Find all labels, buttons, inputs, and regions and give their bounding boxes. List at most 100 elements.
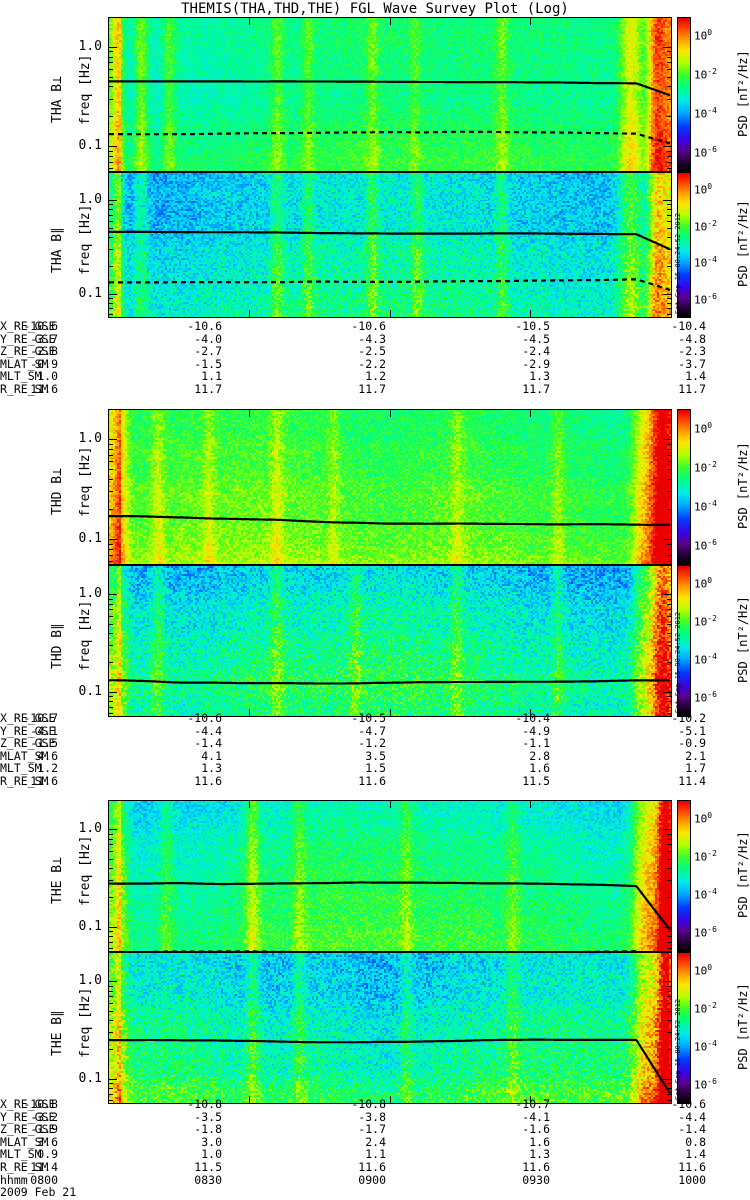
colorbar-tick-label: 10-4 xyxy=(694,105,717,121)
freq-tick-minor xyxy=(108,543,113,545)
coord-value: 11.5 xyxy=(522,773,550,788)
freq-tick-minor xyxy=(667,1010,672,1012)
coord-value: -1.4 xyxy=(678,1122,706,1137)
panel-tha-perp xyxy=(108,17,672,172)
freq-tick-minor xyxy=(108,461,113,463)
coord-value: -1.5 xyxy=(194,356,222,371)
colorbar-tick-label: 10-2 xyxy=(694,1001,717,1016)
freq-tick-minor xyxy=(108,554,113,556)
freq-tick-minor xyxy=(667,448,672,450)
freq-tick-minor xyxy=(108,941,113,943)
freq-tick-minor xyxy=(667,302,672,304)
coord-value: -4.8 xyxy=(678,331,706,346)
spectrogram-the-perp xyxy=(109,801,671,951)
coord-value: 0830 xyxy=(194,1172,222,1187)
coord-value: 1.6 xyxy=(529,1134,550,1149)
colorbar-tick-label: 10-2 xyxy=(694,614,717,629)
freq-axis-label-tha-par: freq [Hz] xyxy=(78,204,93,275)
freq-tick-minor xyxy=(667,478,672,480)
freq-tick-minor xyxy=(667,209,672,211)
colorbar-thd-perp xyxy=(677,409,691,565)
freq-tick-minor xyxy=(667,609,672,611)
spectrogram-thd-perp xyxy=(109,410,671,564)
coord-value: -10.6 xyxy=(187,319,222,333)
coord-value: -4.0 xyxy=(194,331,222,346)
colorbar-tick-label: 10-4 xyxy=(694,1039,717,1054)
freq-tick-minor xyxy=(667,1049,672,1051)
freq-tick-minor xyxy=(667,1032,672,1034)
time-tick xyxy=(249,800,250,808)
freq-tick-minor xyxy=(108,1083,113,1085)
coord-value: 3.0 xyxy=(201,1134,222,1149)
freq-tick-minor xyxy=(667,68,672,70)
coord-value: -2.3 xyxy=(678,344,706,359)
freq-tick-minor xyxy=(108,880,113,882)
freq-tick-minor xyxy=(667,548,672,550)
freq-axis-label-thd-perp: freq [Hz] xyxy=(78,446,93,517)
freq-tick-minor xyxy=(108,454,113,456)
freq-tick-minor xyxy=(667,996,672,998)
panel-thd-perp xyxy=(108,409,672,565)
freq-tick-minor xyxy=(667,543,672,545)
coord-row-mlt_sm: MLT_SM 0.9 1.0 1.1 1.3 1.4 xyxy=(0,1148,750,1161)
freq-tick-minor xyxy=(667,554,672,556)
time-tick xyxy=(671,709,672,717)
coord-value: 4.6 xyxy=(37,748,58,763)
colorbar-gradient xyxy=(678,566,690,716)
freq-tick-minor xyxy=(667,623,672,625)
freq-tick-minor xyxy=(108,868,113,870)
coord-value: -0.9 xyxy=(30,356,58,371)
coord-value: 1.0 xyxy=(201,1147,222,1162)
coord-value: -4.3 xyxy=(358,331,386,346)
coord-value: -10.6 xyxy=(187,711,222,725)
freq-tick-minor xyxy=(667,98,672,100)
freq-tick-major xyxy=(108,200,117,202)
coord-value: 1.7 xyxy=(685,761,706,776)
freq-tick-minor xyxy=(108,508,113,510)
freq-tick-minor xyxy=(108,1020,113,1022)
freq-tick-minor xyxy=(108,220,113,222)
coord-value: 1.3 xyxy=(529,369,550,384)
coord-value: -1.2 xyxy=(358,736,386,751)
freq-tick-minor xyxy=(108,1002,113,1004)
colorbar-tick-label: 10-4 xyxy=(694,255,717,270)
time-tick xyxy=(671,17,672,25)
freq-tick-minor xyxy=(667,491,672,493)
time-tick xyxy=(530,709,531,717)
freq-tick-minor xyxy=(108,561,113,563)
spectrogram-tha-perp xyxy=(109,18,671,171)
coord-row-mlat_sm: MLAT_SM 4.6 4.1 3.5 2.8 2.1 xyxy=(0,750,750,763)
freq-tick-label: 0.1 xyxy=(78,285,102,301)
freq-tick-minor xyxy=(667,214,672,216)
freq-tick-minor xyxy=(667,265,672,267)
panel-the-perp xyxy=(108,800,672,952)
freq-tick-minor xyxy=(667,155,672,157)
coord-value: 11.6 xyxy=(194,773,222,788)
freq-tick-minor xyxy=(108,214,113,216)
colorbar-gradient xyxy=(678,173,690,317)
coord-row-label: Z_RE_GSE xyxy=(0,344,56,359)
colorbar-tick-label: 10-4 xyxy=(694,652,717,667)
spectrogram-thd-par xyxy=(109,566,671,716)
freq-tick-major xyxy=(108,691,117,693)
coord-value: 1.5 xyxy=(365,761,386,776)
coord-row-y_re_gse: Y_RE_GSE -3.2 -3.5 -3.8 -4.1 -4.4 xyxy=(0,1110,750,1124)
freq-tick-minor xyxy=(667,868,672,870)
coord-value: -4.7 xyxy=(358,723,386,738)
coord-value: -1.6 xyxy=(522,1122,550,1137)
freq-tick-minor xyxy=(108,478,113,480)
coord-row-label: R_RE_SM xyxy=(0,1159,49,1174)
freq-tick-minor xyxy=(108,645,113,647)
colorbar-label-the-par: PSD [nT²/Hz] xyxy=(736,983,750,1070)
freq-tick-minor xyxy=(108,204,113,206)
freq-tick-minor xyxy=(108,833,113,835)
coord-row-label: X_RE_GSE xyxy=(0,319,56,333)
freq-tick-major xyxy=(108,829,117,831)
freq-tick-minor xyxy=(108,308,113,310)
colorbar-tick-label: 10-6 xyxy=(694,925,717,940)
freq-tick-minor xyxy=(108,713,113,715)
freq-tick-minor xyxy=(667,508,672,510)
freq-tick-minor xyxy=(667,706,672,708)
colorbar-tha-perp xyxy=(677,17,691,172)
date-label: 2009 Feb 21 xyxy=(0,1185,77,1200)
